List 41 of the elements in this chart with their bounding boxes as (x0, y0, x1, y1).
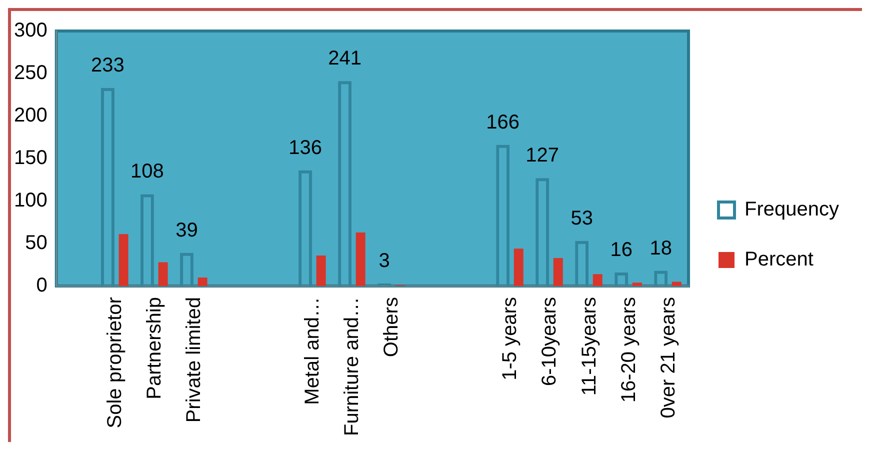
x-tick-label: 6-10years (538, 297, 561, 386)
y-tick-label: 50 (25, 232, 48, 254)
data-label: 16 (610, 238, 632, 261)
y-tick-label: 250 (14, 62, 48, 84)
bar (553, 258, 563, 286)
bar (118, 234, 128, 286)
y-tick-label: 100 (14, 190, 48, 212)
bar (672, 282, 682, 286)
bar (592, 274, 602, 286)
x-tick-label: 0ver 21 years (657, 297, 680, 418)
data-label: 3 (378, 250, 390, 272)
data-label: 18 (650, 237, 672, 260)
legend-label: Percent (744, 248, 814, 271)
y-tick-label: 150 (14, 147, 48, 170)
bar (158, 262, 168, 286)
y-tick-label: 200 (14, 104, 48, 127)
data-label: 241 (328, 48, 362, 70)
data-label: 136 (288, 136, 322, 159)
x-tick-label: Metal and… (302, 297, 324, 405)
x-tick-label: Furniture and… (341, 297, 364, 436)
data-label: 53 (570, 208, 593, 230)
x-tick-label: 16-20 years (618, 297, 640, 403)
data-label: 233 (91, 54, 124, 76)
x-tick-label: Private limited (183, 297, 206, 423)
x-tick-label: Sole proprietor (104, 296, 126, 428)
data-label: 166 (486, 111, 520, 134)
bar (316, 255, 326, 286)
x-tick-label: 11-15years (578, 297, 600, 396)
x-tick-label: Partnership (144, 297, 166, 400)
y-tick-label: 0 (36, 274, 48, 297)
y-tick-label: 300 (14, 20, 48, 42)
data-label: 127 (526, 144, 560, 167)
bar (514, 248, 524, 286)
bar (356, 232, 366, 286)
x-tick-label: 1-5 years (499, 297, 522, 380)
legend-label: Frequency (744, 198, 840, 221)
bar (198, 278, 208, 286)
x-tick-label: Others (380, 297, 403, 358)
data-label: 39 (176, 219, 198, 242)
bar (632, 282, 642, 286)
data-label: 108 (130, 160, 164, 183)
